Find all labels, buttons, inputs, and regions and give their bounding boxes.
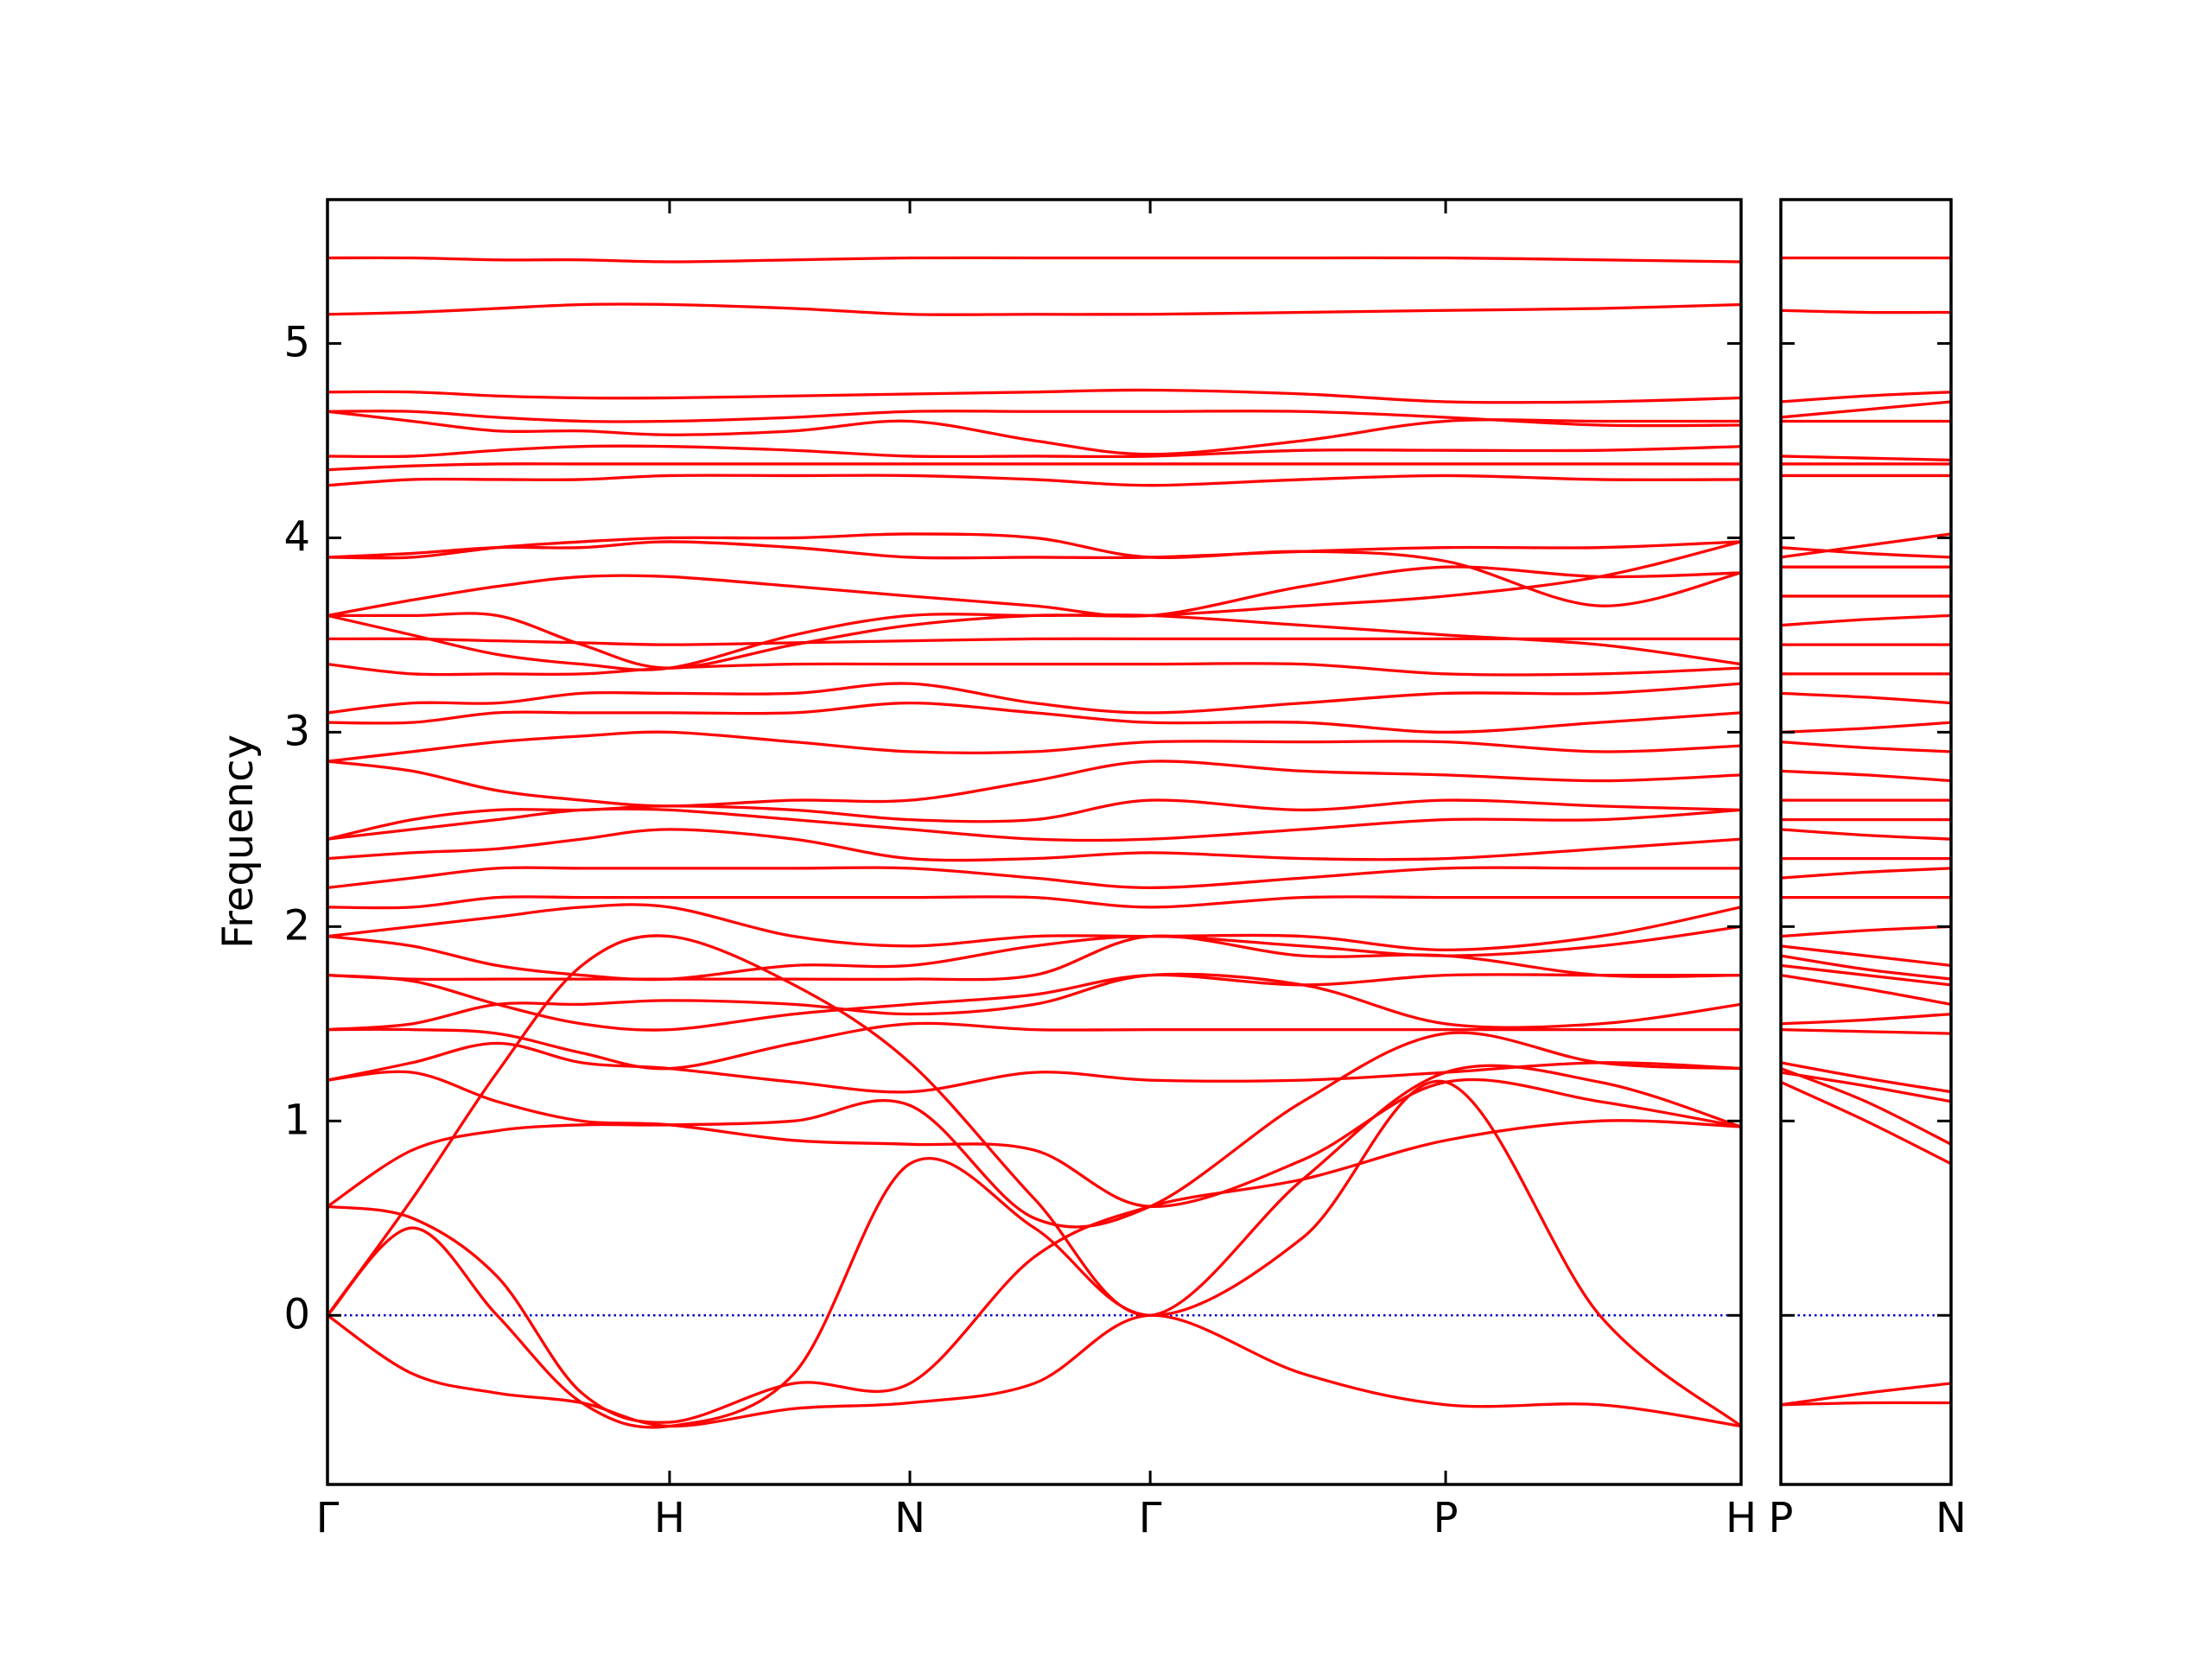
band-line — [1781, 1401, 1951, 1407]
band-line — [1781, 954, 1951, 981]
band-line — [327, 256, 1741, 264]
band-line — [1781, 963, 1951, 987]
band-line — [327, 462, 1741, 472]
band-line — [1781, 546, 1951, 559]
x-tick-label: P — [1433, 1494, 1459, 1542]
band-line — [1781, 1071, 1951, 1103]
y-tick-label: 3 — [283, 707, 310, 755]
band-line — [1781, 308, 1951, 315]
band-line — [327, 682, 1741, 715]
band-line — [327, 972, 1741, 1032]
band-line — [1781, 454, 1951, 462]
band-line — [1781, 1061, 1951, 1094]
band-line — [327, 1119, 1741, 1424]
band-line — [1781, 1012, 1951, 1026]
band-line — [327, 1031, 1741, 1229]
plot-frame — [1779, 198, 1953, 1486]
band-line — [327, 410, 1741, 456]
band-line — [327, 532, 1741, 607]
band-line — [327, 613, 1741, 671]
band-line — [327, 730, 1741, 763]
band-line — [327, 925, 1741, 982]
plot-frame — [326, 198, 1743, 1486]
band-line — [1781, 1067, 1951, 1146]
band-line — [327, 410, 1741, 428]
band-line — [1781, 769, 1951, 783]
band-line — [327, 1079, 1741, 1429]
band-line — [327, 540, 1741, 560]
x-tick-label: Γ — [1139, 1494, 1162, 1542]
band-line — [327, 662, 1741, 677]
band-line — [1781, 867, 1951, 880]
band-line — [327, 807, 1741, 842]
x-tick-label: N — [894, 1494, 925, 1542]
y-tick-label: 2 — [283, 901, 310, 950]
y-tick-label: 4 — [283, 512, 310, 561]
x-tick-label: P — [1769, 1494, 1794, 1542]
band-line — [1781, 973, 1951, 1006]
y-tick-label: 1 — [283, 1096, 310, 1144]
band-line — [327, 1313, 1741, 1428]
band-line — [327, 565, 1741, 618]
band-line — [1781, 691, 1951, 705]
band-line — [1781, 1027, 1951, 1035]
band-line — [327, 895, 1741, 910]
band-line — [1781, 391, 1951, 404]
x-tick-label: N — [1936, 1494, 1967, 1542]
band-line — [1781, 721, 1951, 734]
band-line — [327, 637, 1741, 646]
band-line — [1781, 1382, 1951, 1407]
band-line — [327, 934, 1741, 982]
band-line — [1781, 828, 1951, 841]
y-axis-label: Frequency — [214, 734, 263, 949]
y-tick-label: 5 — [283, 318, 310, 366]
band-line — [327, 903, 1741, 951]
band-line — [327, 388, 1741, 404]
band-line — [327, 702, 1741, 734]
band-line — [1781, 613, 1951, 627]
band-line — [327, 444, 1741, 459]
x-tick-label: H — [654, 1494, 685, 1542]
band-line — [1781, 400, 1951, 419]
x-tick-label: H — [1726, 1494, 1757, 1542]
band-line — [327, 1070, 1741, 1208]
band-line — [327, 1041, 1741, 1094]
band-line — [327, 760, 1741, 808]
band-line — [327, 474, 1741, 487]
band-line — [1781, 925, 1951, 938]
band-line — [327, 973, 1741, 1032]
band-line — [1781, 532, 1951, 559]
x-tick-label: Γ — [316, 1494, 340, 1542]
band-line — [327, 1021, 1741, 1071]
band-line — [1781, 944, 1951, 967]
y-tick-label: 0 — [283, 1290, 310, 1338]
band-line — [327, 540, 1741, 670]
band-line — [327, 798, 1741, 841]
band-line — [1781, 741, 1951, 753]
band-line — [327, 302, 1741, 316]
band-line — [327, 828, 1741, 862]
band-line — [327, 866, 1741, 890]
band-line — [1781, 1080, 1951, 1166]
